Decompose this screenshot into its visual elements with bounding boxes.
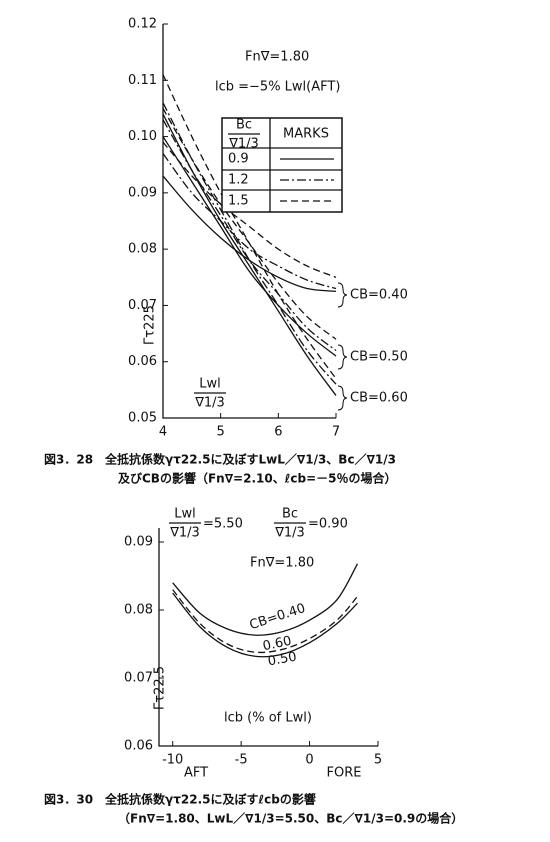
caption: 及びCBの影響（Fn∇=2.10、ℓcb=－5％の場合）	[118, 471, 397, 486]
y-tick-label: 0.10	[128, 129, 157, 144]
fraction-denominator: ∇1/3	[194, 396, 225, 411]
x-tick-label: 5	[217, 425, 225, 440]
y-tick-label: 0.06	[128, 354, 157, 369]
fraction-denominator: ∇1/3	[228, 137, 259, 152]
brace	[337, 282, 348, 308]
series-label: 0.50	[267, 650, 298, 670]
annotation: Fn∇=1.80	[245, 50, 309, 65]
x-axis-label: lcb (% of Lwl)	[224, 711, 312, 726]
curve	[162, 136, 337, 357]
y-tick-label: 0.08	[124, 603, 153, 618]
curve	[172, 589, 358, 654]
x-end-label: FORE	[327, 766, 362, 781]
curve	[172, 563, 359, 636]
x-tick-label: -5	[235, 753, 248, 768]
brace	[337, 385, 348, 411]
curve	[162, 113, 337, 396]
curve	[162, 141, 337, 278]
group-label: CB=0.40	[350, 288, 408, 303]
fraction-numerator: Bc	[236, 118, 252, 133]
brace	[337, 344, 348, 370]
x-tick-label: -10	[162, 753, 183, 768]
y-tick-label: 0.05	[128, 411, 157, 426]
y-tick-label: 0.09	[124, 535, 153, 550]
y-tick-label: 0.07	[124, 671, 153, 686]
param-value: =5.50	[203, 517, 243, 532]
fraction-numerator: Lwl	[199, 377, 221, 392]
caption: 図3．28 全抵抗係数γτ22.5に及ぼすLwL／∇1/3、Bc／∇1/3	[44, 452, 396, 467]
legend-header: MARKS	[283, 127, 329, 142]
curve	[162, 74, 337, 379]
series-label: CB=0.40	[248, 601, 308, 633]
x-end-label: AFT	[184, 766, 208, 781]
fraction-numerator: Bc	[282, 507, 298, 522]
y-axis-label: Γτ225	[143, 305, 158, 345]
y-tick-label: 0.08	[128, 242, 157, 257]
curve	[172, 592, 358, 658]
y-tick-label: 0.11	[128, 73, 157, 88]
annotation: lcb =−5% Lwl(AFT)	[215, 80, 340, 95]
legend-label: 1.5	[228, 194, 249, 209]
y-tick-label: 0.07	[128, 298, 157, 313]
param-value: =0.90	[308, 517, 348, 532]
caption: 図3．30 全抵抗係数γτ22.5に及ぼすℓcbの影響	[44, 792, 316, 807]
x-tick-label: 5	[374, 753, 382, 768]
series-label: 0.60	[261, 634, 292, 655]
fraction-denominator: ∇1/3	[274, 526, 305, 541]
fraction-denominator: ∇1/3	[169, 526, 200, 541]
curve	[162, 153, 337, 290]
y-axis-label: Γτ22.5	[153, 666, 168, 710]
legend-label: 1.2	[228, 173, 249, 188]
x-tick-label: 7	[332, 425, 340, 440]
x-tick-label: 0	[305, 753, 313, 768]
annotation: Fn∇=1.80	[250, 556, 314, 571]
x-tick-label: 6	[274, 425, 282, 440]
y-tick-label: 0.06	[124, 739, 153, 754]
group-label: CB=0.60	[350, 391, 408, 406]
y-tick-label: 0.12	[128, 17, 157, 32]
group-label: CB=0.50	[350, 350, 408, 365]
caption: （Fn∇=1.80、LwL／∇1/3=5.50、Bc／∇1/3=0.9の場合）	[118, 811, 463, 826]
x-tick-label: 4	[159, 425, 167, 440]
legend-label: 0.9	[228, 152, 249, 167]
y-tick-label: 0.09	[128, 185, 157, 200]
curve	[162, 102, 337, 385]
fraction-numerator: Lwl	[174, 507, 196, 522]
